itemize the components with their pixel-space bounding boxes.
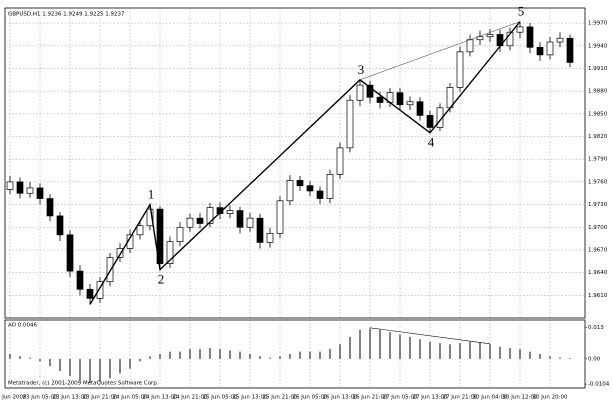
candle-body	[186, 217, 194, 228]
y-tick-label: 1.9790	[588, 157, 608, 163]
wave-label: 5	[518, 4, 525, 19]
candle-body	[246, 217, 254, 228]
candle-body	[116, 248, 124, 258]
candle-body	[76, 270, 84, 290]
wave-label: 1	[148, 187, 155, 202]
y-tick-label: 1.9700	[588, 225, 608, 231]
x-tick-label: 27 Jun 21:00	[443, 395, 478, 401]
y-tick-label: 1.9940	[588, 43, 608, 49]
candle-body	[546, 41, 554, 56]
candle-body	[306, 185, 314, 192]
x-tick-label: 26 Jun 13:00	[323, 395, 358, 401]
candle-body	[16, 181, 24, 194]
chart-title: GBPUSD,H1 1.9236 1.9249 1.9225 1.9237	[8, 12, 125, 18]
wave-label: 4	[428, 135, 435, 150]
candle-body	[486, 34, 494, 38]
candle-body	[206, 207, 214, 224]
candle-body	[36, 187, 44, 199]
x-tick-label: 25 Jun 05:00	[203, 395, 238, 401]
x-tick-label: 30 Jun 04:00	[473, 395, 508, 401]
candle-body	[296, 180, 304, 187]
candle-body	[276, 200, 284, 234]
y-tick-label: 1.9820	[588, 134, 608, 140]
candle-body	[476, 36, 484, 41]
candle-body	[356, 84, 364, 101]
candle-body	[536, 46, 544, 56]
candle-body	[346, 99, 354, 149]
divergence-line	[369, 327, 491, 345]
x-tick-label: 27 Jun 13:00	[413, 395, 448, 401]
x-tick-label: 25 Jun 13:00	[233, 395, 268, 401]
indicator-title: AO 0.0046	[8, 323, 37, 329]
x-tick-label: 25 Jun 21:00	[263, 395, 298, 401]
x-tick-label: 24 Jun 21:00	[173, 395, 208, 401]
wave-line	[89, 21, 521, 305]
y-tick-label: 1.9850	[588, 111, 608, 117]
main-panel	[4, 7, 586, 319]
x-tick-label: 20 Jun 2008	[0, 395, 27, 401]
candle-body	[416, 101, 424, 116]
y-tick-label: -0.0104	[588, 382, 610, 388]
candle-body	[256, 217, 264, 243]
x-tick-label: 26 Jun 05:00	[293, 395, 328, 401]
y-tick-label: 1.9880	[588, 89, 608, 95]
candle-body	[336, 147, 344, 175]
candle-body	[556, 37, 564, 43]
candle-body	[196, 217, 204, 224]
wave-label: 3	[358, 62, 365, 77]
copyright: Metatrader, (c) 2001-2009 MetaQuotes Sof…	[8, 381, 159, 387]
y-tick-label: 1.9760	[588, 179, 608, 185]
y-tick-label: 1.9970	[588, 21, 608, 27]
y-tick-label: 1.9640	[588, 270, 608, 276]
candle-body	[516, 26, 524, 33]
candle-body	[316, 190, 324, 199]
candle-body	[286, 180, 294, 202]
y-tick-label: 1.9730	[588, 202, 608, 208]
indicator-panel	[4, 319, 586, 389]
candle-body	[26, 187, 34, 194]
candle-body	[156, 208, 164, 264]
candle-body	[376, 96, 384, 103]
candle-body	[166, 241, 174, 264]
candle-body	[366, 84, 374, 98]
candle-body	[236, 210, 244, 228]
candle-body	[426, 115, 434, 128]
wave-label: 2	[158, 272, 165, 287]
candle-body	[106, 257, 114, 283]
candle-body	[566, 37, 574, 63]
candle-body	[56, 215, 64, 236]
candle-body	[466, 39, 474, 53]
x-tick-label: 24 Jun 05:00	[113, 395, 148, 401]
y-tick-label: 1.9910	[588, 66, 608, 72]
candle-body	[86, 288, 94, 299]
x-tick-label: 30 Jun 20:00	[533, 395, 568, 401]
candle-body	[176, 226, 184, 242]
x-tick-label: 24 Jun 13:00	[143, 395, 178, 401]
x-tick-label: 26 Jun 21:00	[353, 395, 388, 401]
candle-body	[66, 234, 74, 272]
y-tick-label: 0.013	[588, 325, 604, 331]
candle-body	[226, 210, 234, 215]
x-tick-label: 30 Jun 12:00	[503, 395, 538, 401]
candle-body	[96, 281, 104, 299]
x-tick-label: 23 Jun 13:00	[53, 395, 88, 401]
x-tick-label: 23 Jun 21:00	[83, 395, 118, 401]
candle-body	[136, 225, 144, 236]
y-tick-label: 1.9610	[588, 293, 608, 299]
x-tick-label: 27 Jun 05:00	[383, 395, 418, 401]
y-tick-label: 0.00	[588, 356, 601, 362]
candle-body	[406, 101, 414, 106]
candle-body	[6, 181, 14, 190]
trend-line	[359, 21, 521, 81]
candle-body	[326, 173, 334, 199]
candle-body	[46, 198, 54, 217]
candle-body	[266, 232, 274, 243]
candle-body	[456, 51, 464, 88]
candle-body	[396, 92, 404, 106]
candle-body	[506, 31, 514, 47]
x-tick-label: 23 Jun 05:00	[23, 395, 58, 401]
y-tick-label: 1.9670	[588, 247, 608, 253]
candle-body	[526, 26, 534, 48]
